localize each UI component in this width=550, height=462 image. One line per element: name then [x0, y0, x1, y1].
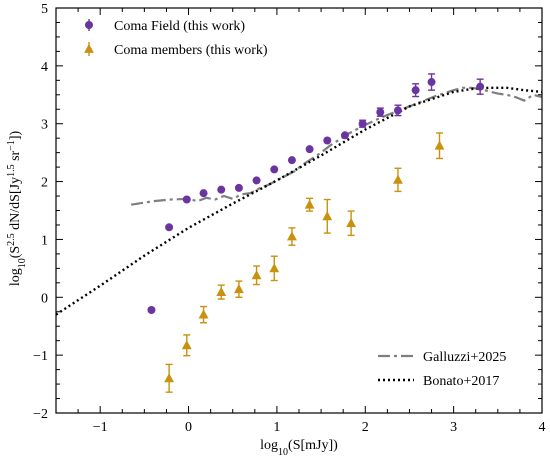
y-title-log: log — [8, 268, 23, 286]
data-point — [199, 189, 208, 198]
y-tick-label: 5 — [41, 2, 48, 17]
data-point — [287, 156, 296, 165]
x-tick-label: 0 — [185, 420, 192, 435]
y-title-part: (S — [8, 246, 23, 258]
y-tick-label: 0 — [41, 291, 48, 306]
data-point — [476, 82, 485, 91]
x-title-log: log — [260, 438, 278, 453]
y-tick-label: −1 — [33, 349, 48, 364]
legend-label: Galluzzi+2025 — [423, 350, 506, 365]
data-point — [216, 286, 227, 296]
data-point — [269, 263, 280, 273]
y-tick-label: 2 — [41, 176, 48, 191]
data-point — [358, 119, 367, 128]
x-title-body: (S[mJy]) — [288, 438, 338, 453]
y-title-part: sr — [8, 150, 23, 164]
data-point — [346, 218, 357, 228]
data-point — [252, 176, 261, 185]
y-title-sup: 2.5 — [6, 233, 17, 246]
data-point — [434, 140, 445, 150]
data-point — [181, 340, 192, 350]
data-point — [427, 78, 436, 87]
y-title-sub: 10 — [17, 258, 28, 268]
y-title-part: dN/dS[Jy — [8, 177, 23, 233]
legend-label: Coma Field (this work) — [114, 19, 245, 34]
data-point — [251, 270, 262, 280]
data-point — [340, 131, 349, 140]
data-point — [305, 145, 314, 154]
x-tick-label: 3 — [450, 420, 457, 435]
legend-label: Bonato+2017 — [423, 374, 499, 389]
data-point — [234, 183, 243, 192]
series-coma-field — [147, 73, 485, 315]
data-point — [376, 108, 385, 117]
data-point — [270, 165, 279, 174]
x-tick-label: 4 — [539, 420, 546, 435]
series-coma-members — [164, 132, 445, 393]
y-title-sup: 1.5 — [6, 164, 17, 177]
plot-area — [56, 73, 542, 393]
data-point — [147, 306, 156, 315]
x-tick-label: 2 — [362, 420, 369, 435]
data-point — [322, 211, 333, 221]
data-point — [323, 136, 332, 145]
line-bonato-2017 — [56, 86, 542, 316]
data-point — [393, 106, 402, 115]
x-tick-label: −1 — [93, 420, 108, 435]
legend-label: Coma members (this work) — [114, 43, 268, 58]
legend-marker — [85, 21, 93, 29]
legend-bottom: Galluzzi+2025 Bonato+2017 — [378, 350, 506, 389]
data-point — [198, 309, 209, 319]
y-title-part: ]) — [8, 130, 23, 140]
y-tick-label: 1 — [41, 233, 48, 248]
data-point — [411, 86, 420, 95]
y-axis-title: log10(S2.5 dN/dS[Jy1.5 sr−1]) — [6, 130, 28, 286]
data-point — [217, 185, 226, 194]
data-point — [165, 223, 174, 232]
x-axis-title: log10(S[mJy]) — [260, 438, 338, 458]
x-tick-label: 1 — [273, 420, 280, 435]
x-title-sub: 10 — [278, 447, 288, 458]
data-point — [304, 199, 315, 209]
legend-top: Coma Field (this work) Coma members (this… — [84, 19, 268, 58]
data-point — [164, 373, 174, 383]
y-tick-label: 4 — [41, 60, 48, 75]
legend-marker — [84, 43, 94, 53]
axes: −1 0 1 2 3 4 −2 −1 0 1 2 3 4 5 — [33, 2, 545, 435]
y-title-sup: −1 — [6, 140, 17, 151]
data-point — [287, 231, 297, 241]
y-tick-label: 3 — [41, 118, 48, 133]
data-point — [234, 284, 244, 294]
data-point — [393, 174, 403, 184]
line-galluzzi-2025 — [130, 86, 542, 206]
data-point — [182, 195, 191, 204]
y-tick-label: −2 — [33, 407, 48, 422]
